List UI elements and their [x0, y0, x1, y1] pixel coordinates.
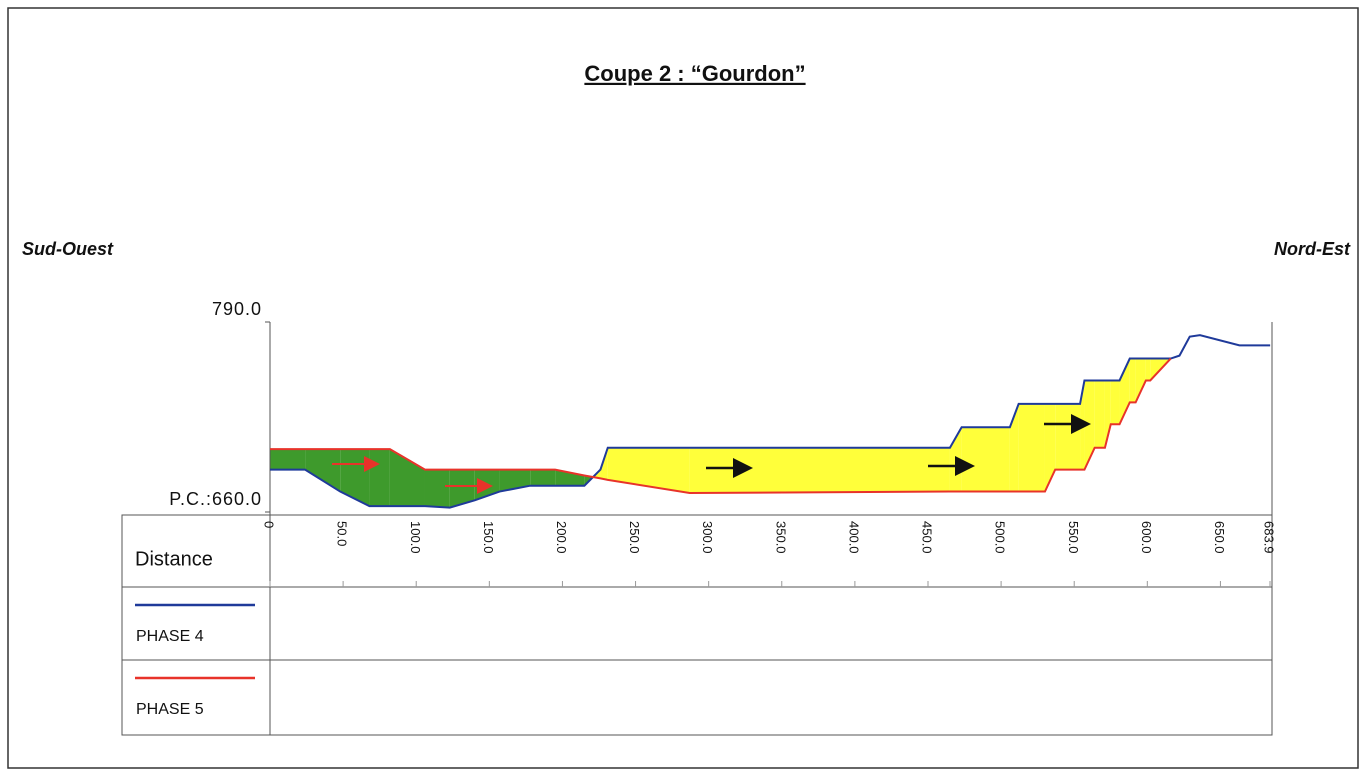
- series-line: [270, 334, 1271, 509]
- x-tick-label: 300.0: [700, 521, 715, 554]
- fill-area: [1018, 403, 1045, 492]
- fill-area: [1094, 380, 1105, 448]
- x-tick-label: 500.0: [993, 521, 1008, 554]
- right-label: Nord-Est: [1274, 239, 1351, 259]
- y-tick-label: 790.0: [212, 299, 262, 319]
- fill-area: [424, 469, 450, 508]
- x-tick-label: 200.0: [554, 521, 569, 554]
- chart-title: Coupe 2 : “Gourdon”: [584, 61, 805, 86]
- x-tick-label: 250.0: [627, 521, 642, 554]
- fill-area: [389, 449, 425, 507]
- table: [121, 514, 1273, 736]
- fill-area: [340, 449, 370, 507]
- x-tick-label: 650.0: [1212, 521, 1227, 554]
- fill-area: [689, 447, 950, 493]
- fill-area: [1135, 358, 1146, 403]
- x-axis-label: Distance: [135, 548, 213, 570]
- x-tick-label: 550.0: [1066, 521, 1081, 554]
- x-tick-label: 350.0: [773, 521, 788, 554]
- x-tick-label: 100.0: [408, 521, 423, 554]
- left-label: Sud-Ouest: [22, 239, 114, 259]
- fill-area: [499, 469, 531, 492]
- legend-label: PHASE 4: [136, 628, 204, 645]
- fill-area: [1104, 380, 1111, 448]
- fill-area: [961, 427, 1010, 492]
- legend-label: PHASE 5: [136, 701, 204, 718]
- y-tick-label: P.C.:660.0: [169, 489, 262, 509]
- fill-area: [1044, 403, 1056, 492]
- x-tick-label: 450.0: [920, 521, 935, 554]
- fill-area: [1145, 358, 1151, 381]
- x-tick-label: 0: [262, 521, 277, 528]
- fills: [270, 358, 1171, 508]
- x-tick-label: 600.0: [1139, 521, 1154, 554]
- fill-area: [270, 449, 306, 470]
- fill-area: [1110, 380, 1120, 425]
- fill-area: [555, 469, 585, 486]
- x-tick-label: 400.0: [846, 521, 861, 554]
- x-tick-label: 683.9: [1262, 521, 1277, 554]
- frame: [7, 7, 1359, 769]
- fill-area: [305, 449, 341, 492]
- fill-area: [1055, 403, 1081, 470]
- fill-area: [607, 447, 690, 493]
- fill-area: [1129, 358, 1136, 403]
- fill-area: [530, 469, 556, 486]
- series-line: [270, 357, 1172, 495]
- x-tick-label: 50.0: [335, 521, 350, 546]
- x-tick-label: 150.0: [481, 521, 496, 554]
- fill-area: [369, 449, 390, 507]
- fill-area: [1009, 403, 1019, 492]
- fill-area: [449, 469, 475, 508]
